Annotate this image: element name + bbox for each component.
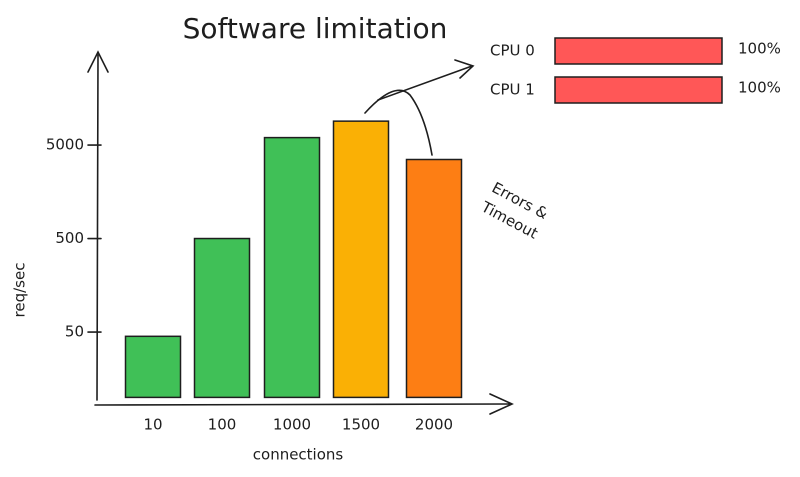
x-tick-label: 1000 bbox=[273, 416, 311, 434]
bar bbox=[263, 136, 321, 399]
y-tick-label: 5000 bbox=[46, 136, 84, 154]
x-axis-label: connections bbox=[253, 446, 344, 464]
x-tick-label: 100 bbox=[208, 416, 237, 434]
y-axis-label: req/sec bbox=[11, 263, 29, 318]
x-tick-label: 10 bbox=[143, 416, 162, 434]
y-axis bbox=[87, 50, 109, 401]
y-tick-label: 50 bbox=[65, 323, 84, 341]
annotation-arrow bbox=[377, 59, 475, 101]
x-tick-label: 1500 bbox=[342, 416, 380, 434]
cpu-bar bbox=[554, 76, 723, 104]
bar bbox=[193, 237, 251, 399]
chart-title: Software limitation bbox=[183, 12, 448, 45]
annotation: Errors & Timeout bbox=[477, 179, 551, 243]
value-label: 100% bbox=[738, 79, 781, 97]
category-label: CPU 0 bbox=[490, 42, 535, 60]
bar bbox=[124, 335, 182, 399]
bar bbox=[405, 158, 463, 399]
bar bbox=[332, 120, 390, 399]
cpu-bar bbox=[554, 37, 723, 65]
y-tick-label: 500 bbox=[55, 229, 84, 247]
annotation-arrow bbox=[364, 89, 433, 156]
x-axis bbox=[94, 393, 514, 415]
category-label: CPU 1 bbox=[490, 81, 535, 99]
value-label: 100% bbox=[738, 40, 781, 58]
x-tick-label: 2000 bbox=[415, 416, 453, 434]
